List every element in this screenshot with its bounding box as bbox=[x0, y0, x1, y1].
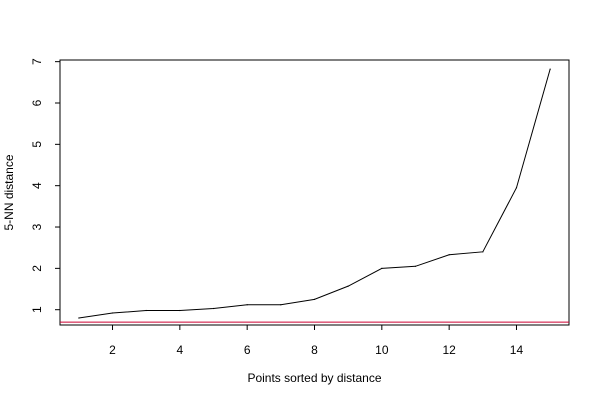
x-axis: 2 4 6 8 10 12 14 bbox=[109, 325, 523, 357]
y-tick-label: 4 bbox=[30, 182, 44, 189]
y-tick-label: 3 bbox=[30, 223, 44, 230]
x-tick-label: 12 bbox=[442, 343, 456, 357]
data-point bbox=[111, 312, 114, 314]
data-point bbox=[212, 307, 215, 310]
x-tick-label: 14 bbox=[510, 343, 524, 357]
y-tick-label: 1 bbox=[30, 306, 44, 313]
x-tick-label: 6 bbox=[244, 343, 251, 357]
y-tick-label: 2 bbox=[30, 265, 44, 272]
data-point bbox=[515, 187, 518, 189]
x-axis-label: Points sorted by distance bbox=[247, 371, 381, 385]
plot-frame bbox=[59, 59, 570, 326]
x-tick-label: 4 bbox=[177, 343, 184, 357]
data-point bbox=[313, 298, 316, 300]
data-point bbox=[78, 317, 80, 319]
y-tick-label: 5 bbox=[30, 141, 44, 148]
y-tick-label: 7 bbox=[30, 58, 44, 65]
y-axis: 1 2 3 4 5 6 7 bbox=[30, 58, 60, 313]
x-tick-label: 8 bbox=[311, 343, 318, 357]
series-line bbox=[78, 68, 551, 319]
data-point bbox=[381, 267, 383, 269]
data-point bbox=[482, 251, 484, 253]
data-point bbox=[414, 265, 417, 267]
x-tick-label: 2 bbox=[109, 343, 116, 357]
data-point bbox=[179, 309, 181, 312]
data-point bbox=[549, 68, 551, 70]
x-tick-label: 10 bbox=[375, 343, 389, 357]
data-point bbox=[448, 254, 450, 256]
y-tick-label: 6 bbox=[30, 99, 44, 106]
y-axis-label: 5-NN distance bbox=[2, 154, 16, 230]
data-point bbox=[246, 304, 248, 306]
data-point bbox=[347, 285, 349, 287]
data-point bbox=[145, 309, 147, 312]
data-point bbox=[280, 304, 282, 306]
